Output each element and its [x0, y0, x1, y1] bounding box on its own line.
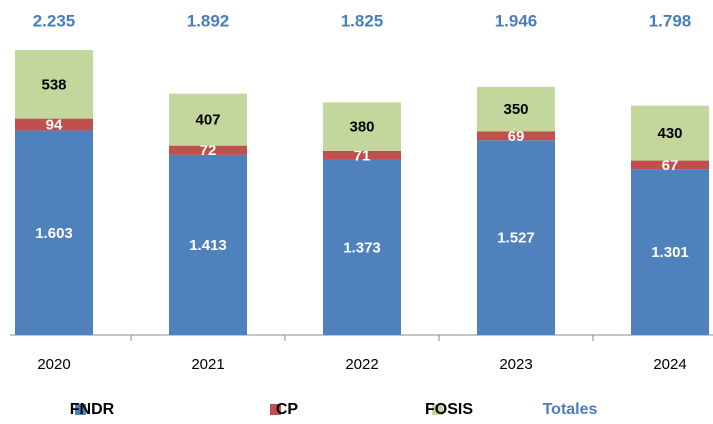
total-label: 2.235 — [33, 11, 76, 30]
bar-segment — [477, 131, 555, 141]
data-label: 1.373 — [343, 239, 381, 256]
x-tick-label: 2021 — [191, 356, 224, 373]
bar-segment — [631, 160, 709, 170]
x-tick-label: 2024 — [653, 356, 686, 373]
data-label: 72 — [200, 142, 217, 159]
data-label: 1.413 — [189, 237, 227, 254]
data-label: 71 — [354, 147, 371, 164]
bar-segment — [631, 169, 709, 335]
bar-segment — [477, 86, 555, 132]
bar-segment — [15, 50, 93, 119]
data-label: 407 — [195, 112, 220, 129]
bar-segment — [477, 140, 555, 335]
total-label: 1.946 — [495, 11, 538, 30]
legend-label: FOSIS — [425, 401, 473, 418]
legend-swatch — [432, 404, 443, 415]
data-label: 1.301 — [651, 244, 689, 261]
bar-segment — [323, 102, 401, 151]
data-label: 380 — [349, 119, 374, 136]
data-label: 1.527 — [497, 230, 535, 247]
total-label: 1.798 — [649, 11, 692, 30]
legend-label: CP — [276, 401, 299, 418]
legend-swatch — [270, 404, 281, 415]
total-label: 1.825 — [341, 11, 384, 30]
data-label: 94 — [46, 117, 63, 134]
total-label: 1.892 — [187, 11, 230, 30]
bar-segment — [631, 105, 709, 161]
x-tick-label: 2023 — [499, 356, 532, 373]
bar-segment — [15, 130, 93, 335]
bar-segment — [15, 118, 93, 131]
data-label: 69 — [508, 128, 525, 145]
x-tick-label: 2022 — [345, 356, 378, 373]
legend-swatch — [75, 404, 86, 415]
bar-segment — [323, 150, 401, 160]
data-label: 538 — [41, 76, 66, 93]
data-label: 1.603 — [35, 225, 73, 242]
data-label: 430 — [657, 125, 682, 142]
legend-label: Totales — [543, 401, 598, 418]
bar-segment — [323, 159, 401, 335]
bar-segment — [169, 154, 247, 335]
bar-segment — [169, 145, 247, 155]
legend-label: FNDR — [70, 401, 115, 418]
data-label: 67 — [662, 157, 679, 174]
data-label: 350 — [503, 101, 528, 118]
bar-segment — [169, 93, 247, 146]
x-tick-label: 2020 — [37, 356, 70, 373]
